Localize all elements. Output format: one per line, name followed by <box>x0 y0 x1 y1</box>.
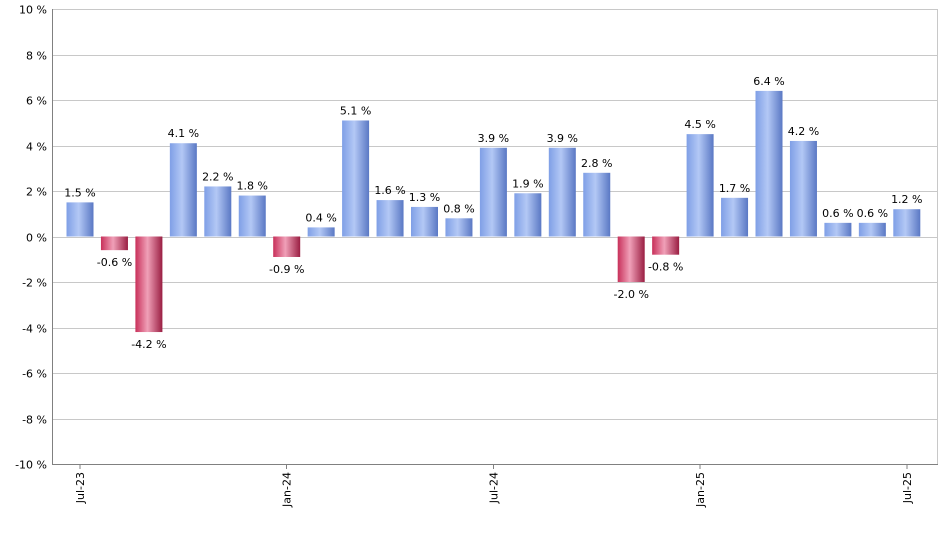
bar-sep-23 <box>135 236 163 333</box>
bar-jan-25 <box>686 134 714 237</box>
y-tick-label: -10 % <box>15 459 47 472</box>
bar-apr-24 <box>376 200 404 237</box>
x-tick-label: Jan-25 <box>694 472 707 508</box>
data-label: 5.1 % <box>340 104 371 117</box>
grid-lines <box>52 9 938 465</box>
data-label: -4.2 % <box>131 338 166 351</box>
bar-jun-24 <box>445 218 473 237</box>
y-tick-label: 10 % <box>19 4 47 17</box>
bar-may-25 <box>824 222 852 237</box>
y-tick-label: -4 % <box>22 323 47 336</box>
y-tick-label: -8 % <box>22 414 47 427</box>
data-label: 3.9 % <box>547 132 578 145</box>
y-tick-label: 8 % <box>26 50 47 63</box>
data-label: -0.6 % <box>97 256 132 269</box>
bar-nov-23 <box>204 186 232 237</box>
bar-oct-23 <box>169 143 197 237</box>
data-label: -2.0 % <box>613 288 648 301</box>
bar-jul-24 <box>479 147 507 237</box>
bar-mar-24 <box>342 120 370 237</box>
bar-jun-25 <box>858 222 886 237</box>
bar-jul-25 <box>893 209 921 237</box>
bar-feb-24 <box>307 227 335 237</box>
data-label: 4.5 % <box>684 118 715 131</box>
x-tick-label: Jan-24 <box>281 472 294 508</box>
data-label: 0.4 % <box>305 211 336 224</box>
bars <box>66 90 921 333</box>
data-label: 0.8 % <box>443 202 474 215</box>
data-label: -0.8 % <box>648 261 683 274</box>
data-label: 1.3 % <box>409 191 440 204</box>
bar-apr-25 <box>789 140 817 237</box>
data-label: 0.6 % <box>857 207 888 220</box>
x-axis: Jul-23 Jan-24 Jul-24 Jan-25 Jul-25 <box>52 464 938 508</box>
data-label: 3.9 % <box>478 132 509 145</box>
bar-dec-24 <box>652 236 680 255</box>
y-tick-label: -6 % <box>22 368 47 381</box>
data-label: 1.7 % <box>719 182 750 195</box>
data-label: 4.1 % <box>168 127 199 140</box>
data-label: 2.2 % <box>202 170 233 183</box>
bar-aug-23 <box>100 236 128 251</box>
bar-nov-24 <box>617 236 645 282</box>
data-label: 1.2 % <box>891 193 922 206</box>
x-tick-label: Jul-24 <box>487 472 500 504</box>
y-tick-label: 0 % <box>26 232 47 245</box>
data-label: 4.2 % <box>788 125 819 138</box>
bar-aug-24 <box>514 193 542 237</box>
data-labels: 1.5 % -0.6 % -4.2 % 4.1 % 2.2 % 1.8 % -0.9 % 0.… <box>64 75 922 351</box>
data-label: 6.4 % <box>753 75 784 88</box>
bar-may-24 <box>411 206 438 237</box>
bar-feb-25 <box>721 197 749 237</box>
data-label: 1.6 % <box>374 184 405 197</box>
x-tick-label: Jul-23 <box>74 472 87 504</box>
bar-dec-23 <box>238 195 266 237</box>
y-tick-label: 6 % <box>26 95 47 108</box>
bar-sep-24 <box>548 147 576 237</box>
data-label: -0.9 % <box>269 263 304 276</box>
data-label: 1.9 % <box>512 177 543 190</box>
bar-mar-25 <box>755 90 783 237</box>
bar-oct-24 <box>583 172 611 237</box>
y-tick-label: 4 % <box>26 141 47 154</box>
data-label: 2.8 % <box>581 157 612 170</box>
bar-jan-24 <box>273 236 301 257</box>
x-tick-label: Jul-25 <box>901 472 914 504</box>
bar-jul-23 <box>66 202 94 237</box>
y-axis-tick-labels: 10 % 8 % 6 % 4 % 2 % 0 % -2 % -4 % -6 % -8 % -10 % <box>15 4 47 472</box>
data-label: 0.6 % <box>822 207 853 220</box>
data-label: 1.8 % <box>237 180 268 193</box>
data-label: 1.5 % <box>64 186 95 199</box>
y-tick-label: -2 % <box>22 277 47 290</box>
y-tick-label: 2 % <box>26 186 47 199</box>
